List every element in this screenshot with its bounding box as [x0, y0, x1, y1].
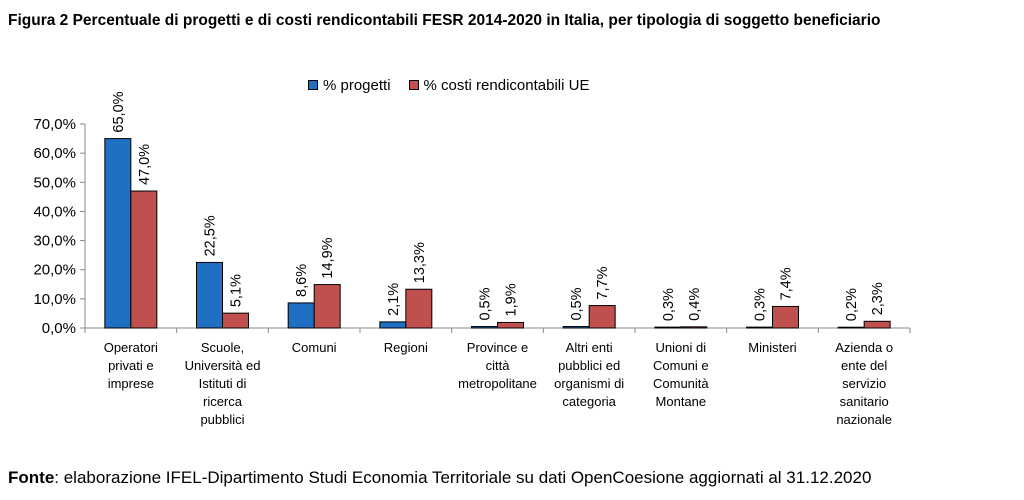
bar-costi: [222, 312, 249, 329]
x-category-label: organismi di: [554, 376, 624, 391]
bar-progetti: [746, 326, 773, 329]
legend-label-costi: % costi rendicontabili UE: [423, 76, 590, 94]
x-category-label: Montane: [656, 394, 707, 409]
x-category-label: Altri enti: [566, 340, 613, 355]
y-tick-label: 20,0%: [33, 262, 76, 279]
bar-costi: [680, 326, 708, 329]
data-label: 7,7%: [595, 266, 611, 299]
y-tick-label: 0,0%: [42, 320, 76, 337]
bar-costi: [863, 320, 891, 329]
bar-costi: [497, 321, 524, 329]
legend-swatch-progetti: [308, 80, 318, 90]
x-category-label: Comuni: [292, 340, 337, 355]
y-tick-label: 10,0%: [33, 291, 76, 308]
x-category-label: Comuni e: [653, 358, 709, 373]
data-label: 13,3%: [412, 242, 428, 283]
data-label: 8,6%: [294, 264, 310, 297]
x-category-label: Scuole,: [201, 340, 244, 355]
source-label: Fonte: [8, 468, 55, 487]
x-category-label: servizio: [842, 376, 886, 391]
bar-progetti: [379, 321, 407, 329]
data-label: 2,1%: [386, 283, 402, 316]
x-category-label: metropolitane: [458, 376, 537, 391]
x-category-label: città: [486, 358, 511, 373]
bar-progetti: [837, 326, 865, 329]
legend-item-progetti: % progetti: [308, 77, 391, 94]
legend-swatch-costi: [408, 80, 419, 90]
x-category-label: Ministeri: [748, 340, 797, 355]
legend-item-costi: % costi rendicontabili UE: [408, 76, 590, 94]
bar-costi: [130, 190, 158, 329]
x-category-label: sanitario: [840, 394, 889, 409]
x-category-label: Azienda o: [835, 340, 893, 355]
x-category-label: pubblici ed: [558, 358, 620, 373]
data-label: 0,3%: [661, 288, 677, 321]
x-category-label: privati e: [108, 358, 154, 373]
y-tick-label: 60,0%: [33, 145, 76, 162]
x-category-label: Unioni di: [656, 340, 707, 355]
data-label: 5,1%: [229, 274, 245, 307]
x-category-label: Regioni: [384, 340, 428, 355]
x-category-label: categoria: [562, 394, 616, 409]
bar-progetti: [562, 326, 590, 329]
bar-progetti: [196, 261, 223, 329]
x-category-label: Province e: [467, 340, 528, 355]
x-category-label: Istituti di: [199, 376, 247, 391]
x-category-label: Università ed: [185, 358, 261, 373]
bar-costi: [772, 305, 799, 329]
data-label: 65,0%: [111, 91, 127, 132]
x-category-label: imprese: [108, 376, 154, 391]
data-label: 47,0%: [137, 144, 153, 185]
legend: % progetti % costi rendicontabili UE: [308, 76, 607, 94]
bar-costi: [313, 284, 341, 329]
data-label: 14,9%: [320, 237, 336, 278]
x-category-label: ricerca: [203, 394, 243, 409]
bar-progetti: [104, 138, 132, 329]
data-label: 22,5%: [203, 215, 219, 256]
data-label: 2,3%: [870, 282, 886, 315]
bar-progetti: [287, 302, 315, 329]
bar-chart: 0,0% 10,0% 20,0% 30,0% 40,0% 50,0% 60,0% 70,0% 6…: [33, 91, 911, 427]
data-label: 0,2%: [844, 288, 860, 321]
y-tick-label: 70,0%: [33, 116, 76, 133]
chart-title: Figura 2 Percentuale di progetti e di co…: [8, 12, 881, 29]
y-tick-label: 50,0%: [33, 174, 76, 191]
source-text: : elaborazione IFEL-Dipartimento Studi E…: [54, 468, 872, 487]
bar-progetti: [654, 326, 682, 329]
data-label: 0,4%: [687, 288, 703, 321]
x-category-label: Operatori: [104, 340, 158, 355]
y-tick-label: 30,0%: [33, 233, 76, 250]
x-category-label: Comunità: [653, 376, 709, 391]
y-tick-label: 40,0%: [33, 203, 76, 220]
data-label: 7,4%: [779, 267, 795, 300]
x-category-label: pubblici: [200, 412, 244, 427]
x-category-label: nazionale: [836, 412, 892, 427]
data-label: 0,5%: [478, 287, 494, 320]
legend-label-progetti: % progetti: [323, 76, 391, 94]
data-label: 0,5%: [569, 287, 585, 320]
data-label: 0,3%: [753, 288, 769, 321]
bar-progetti: [471, 326, 498, 329]
source-note: Fonte: elaborazione IFEL-Dipartimento St…: [8, 468, 871, 488]
x-category-label: ente del: [841, 358, 887, 373]
bar-costi: [588, 305, 616, 329]
data-label: 1,9%: [504, 283, 520, 316]
bar-costi: [405, 288, 433, 329]
